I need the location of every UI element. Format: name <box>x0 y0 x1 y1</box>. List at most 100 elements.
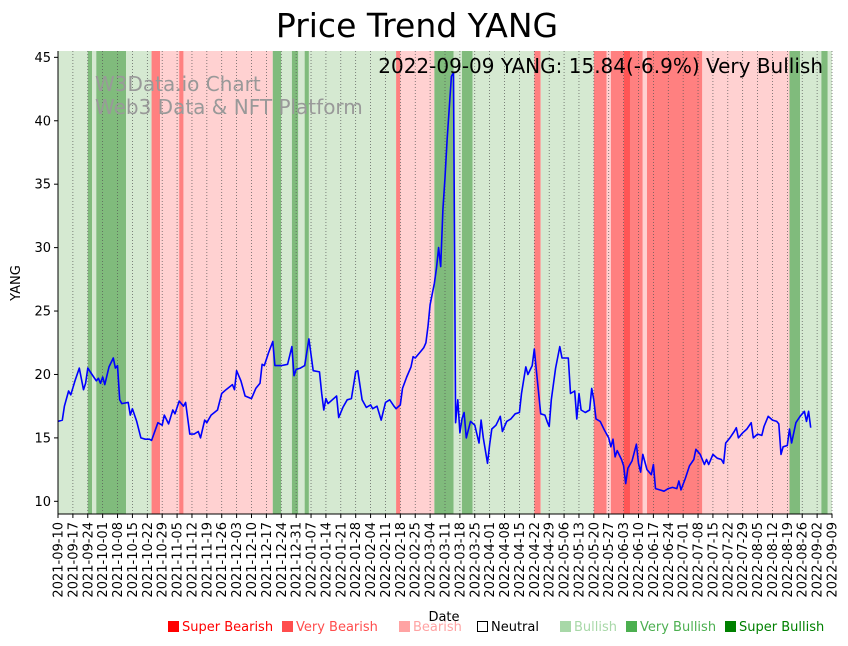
sentiment-band <box>593 51 607 514</box>
sentiment-band <box>308 51 397 514</box>
sentiment-band <box>789 51 801 514</box>
status-readout: 2022-09-09 YANG: 15.84(-6.9%) Very Bulli… <box>378 54 823 78</box>
x-tick-label: 2022-02-25 <box>409 522 424 598</box>
sentiment-band <box>291 51 299 514</box>
x-tick-label: 2022-09-02 <box>811 522 826 598</box>
x-tick-label: 2022-01-14 <box>319 522 334 598</box>
watermark-line-2: Web3 Data & NFT Platform <box>95 95 363 119</box>
x-axis-ticks: 2021-09-10 2021-09-17 2021-09-24 2021-10-01… <box>52 514 841 598</box>
sentiment-band <box>160 51 180 514</box>
legend-swatch <box>399 621 410 632</box>
x-tick-label: 2022-01-07 <box>305 522 320 598</box>
x-tick-label: 2022-03-25 <box>468 522 483 598</box>
x-tick-label: 2022-08-26 <box>796 522 811 598</box>
x-tick-label: 2022-02-18 <box>394 522 409 598</box>
x-tick-label: 2022-06-17 <box>647 522 662 598</box>
legend-label: Neutral <box>491 620 539 635</box>
sentiment-band <box>126 51 152 514</box>
sentiment-band <box>453 51 463 514</box>
x-tick-label: 2022-03-18 <box>453 522 468 598</box>
sentiment-band <box>87 51 93 514</box>
x-tick-label: 2021-09-10 <box>52 522 67 598</box>
chart-title: Price Trend YANG <box>276 6 558 45</box>
grid-lines <box>57 51 833 514</box>
legend-item: Neutral <box>477 620 539 635</box>
x-tick-label: 2022-07-15 <box>706 522 721 598</box>
x-tick-label: 2022-08-05 <box>751 522 766 598</box>
legend-label: Bullish <box>574 620 618 635</box>
x-tick-label: 2022-04-29 <box>543 522 558 598</box>
y-tick-label: 15 <box>34 431 51 446</box>
y-tick-label: 25 <box>34 305 51 320</box>
y-tick-label: 45 <box>34 51 51 66</box>
x-tick-label: 2022-06-10 <box>632 522 647 598</box>
x-tick-label: 2022-04-22 <box>528 522 543 598</box>
x-tick-label: 2022-08-19 <box>781 522 796 598</box>
legend-label: Super Bullish <box>739 620 825 635</box>
sentiment-band <box>629 51 643 514</box>
sentiment-band <box>272 51 282 514</box>
legend-swatch <box>282 621 293 632</box>
sentiment-band <box>151 51 161 514</box>
x-tick-label: 2021-12-10 <box>245 522 260 598</box>
x-tick-label: 2021-10-15 <box>126 522 141 598</box>
sentiment-band <box>179 51 184 514</box>
watermark-line-1: W3Data.io Chart <box>95 72 261 96</box>
price-line <box>57 71 812 492</box>
x-tick-label: 2022-04-08 <box>498 522 513 598</box>
x-tick-label: 2021-12-24 <box>275 522 290 598</box>
y-tick-label: 20 <box>34 368 51 383</box>
x-tick-label: 2021-10-08 <box>111 522 126 598</box>
legend: Super Bearish Very Bearish Bearish Neutral B… <box>0 620 848 638</box>
x-tick-label: 2022-07-22 <box>721 522 736 598</box>
x-tick-label: 2022-06-24 <box>662 522 677 598</box>
sentiment-band <box>702 51 790 514</box>
sentiment-band <box>821 51 828 514</box>
x-tick-label: 2022-07-08 <box>692 522 707 598</box>
y-axis-label: YANG <box>9 265 24 302</box>
sentiment-band <box>800 51 822 514</box>
x-tick-label: 2021-12-31 <box>290 522 305 598</box>
x-tick-label: 2022-06-03 <box>617 522 632 598</box>
x-tick-label: 2022-05-27 <box>602 522 617 598</box>
legend-item: Super Bearish <box>168 620 273 635</box>
x-tick-label: 2022-05-13 <box>572 522 587 598</box>
x-axis-label: Date <box>428 610 459 625</box>
x-tick-label: 2022-04-01 <box>483 522 498 598</box>
x-tick-label: 2021-10-22 <box>141 522 156 598</box>
sentiment-band <box>827 51 832 514</box>
sentiment-band <box>623 51 630 514</box>
legend-swatch <box>725 621 736 632</box>
x-tick-label: 2021-12-17 <box>260 522 275 598</box>
sentiment-band <box>534 51 541 514</box>
sentiment-band <box>610 51 624 514</box>
x-tick-label: 2022-01-28 <box>349 522 364 598</box>
sentiment-band <box>281 51 292 514</box>
sentiment-band <box>92 51 97 514</box>
y-tick-label: 30 <box>34 241 51 256</box>
y-tick-label: 35 <box>34 178 51 193</box>
x-tick-label: 2022-08-12 <box>766 522 781 598</box>
sentiment-band <box>183 51 273 514</box>
sentiment-band <box>396 51 401 514</box>
x-tick-label: 2022-02-04 <box>364 522 379 598</box>
sentiment-band <box>462 51 473 514</box>
legend-swatch <box>168 621 179 632</box>
x-tick-label: 2021-11-19 <box>200 522 215 598</box>
x-tick-label: 2021-10-29 <box>156 522 171 598</box>
x-tick-label: 2022-09-09 <box>826 522 841 598</box>
sentiment-band <box>472 51 535 514</box>
x-tick-label: 2022-02-11 <box>379 522 394 598</box>
x-tick-label: 2021-09-24 <box>81 522 96 598</box>
x-tick-label: 2021-12-03 <box>230 522 245 598</box>
x-tick-label: 2022-07-01 <box>677 522 692 598</box>
sentiment-band <box>304 51 309 514</box>
legend-swatch <box>626 621 637 632</box>
x-tick-label: 2021-11-26 <box>215 522 230 598</box>
legend-label: Bearish <box>413 620 462 635</box>
x-tick-label: 2022-05-06 <box>558 522 573 598</box>
sentiment-bands <box>58 51 832 514</box>
legend-label: Super Bearish <box>182 620 274 635</box>
legend-item: Very Bullish <box>626 620 716 635</box>
x-tick-label: 2022-01-21 <box>334 522 349 598</box>
